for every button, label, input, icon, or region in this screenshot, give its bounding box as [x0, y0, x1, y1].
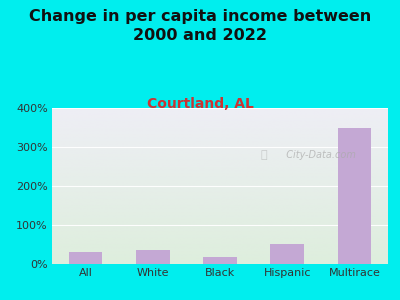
Bar: [203, 257, 237, 264]
Text: City-Data.com: City-Data.com: [280, 150, 356, 160]
Bar: [136, 250, 170, 264]
Text: ⓘ: ⓘ: [260, 150, 267, 160]
Bar: [69, 252, 102, 264]
Text: Change in per capita income between
2000 and 2022: Change in per capita income between 2000…: [29, 9, 371, 43]
Text: Courtland, AL: Courtland, AL: [146, 98, 254, 112]
Bar: [270, 244, 304, 264]
Bar: [338, 128, 371, 264]
